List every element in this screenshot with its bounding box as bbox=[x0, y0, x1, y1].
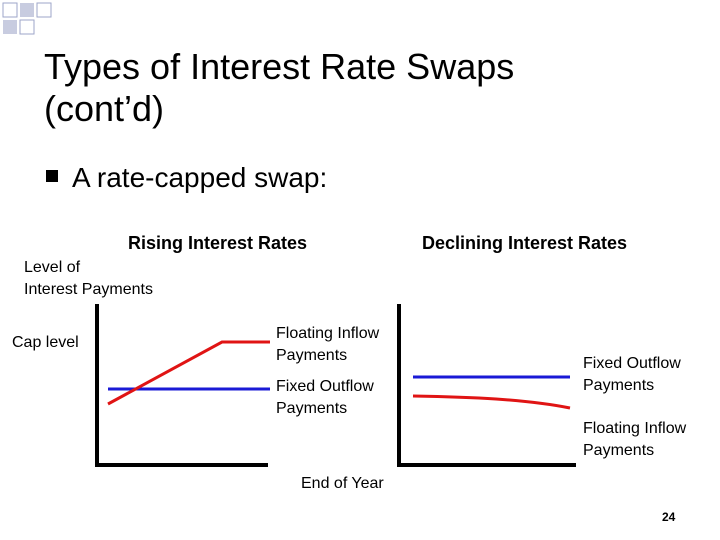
bullet-text: A rate-capped swap: bbox=[72, 162, 328, 193]
bullet-square-icon bbox=[46, 170, 58, 182]
title-line-1: Types of Interest Rate Swaps bbox=[44, 46, 515, 87]
x-axis-label: End of Year bbox=[301, 475, 384, 492]
title-line-2: (cont’d) bbox=[44, 88, 165, 129]
header-rising-rates: Rising Interest Rates bbox=[128, 233, 308, 253]
slide-title: Types of Interest Rate Swaps (cont’d) bbox=[44, 46, 664, 130]
left-fixed-outflow-label: Fixed Outflow Payments bbox=[276, 378, 374, 417]
corner-decoration bbox=[2, 2, 52, 35]
left-floating-inflow-line bbox=[107, 340, 270, 406]
right-fixed-outflow-label: Fixed Outflow Payments bbox=[583, 355, 681, 394]
y-axis-label: Level of Interest Payments bbox=[24, 259, 153, 298]
left-floating-inflow-label: Floating Inflow Payments bbox=[276, 325, 380, 364]
header-declining-rates: Declining Interest Rates bbox=[422, 233, 628, 253]
right-floating-inflow-label: Floating Inflow Payments bbox=[583, 420, 687, 459]
right-floating-inflow-line bbox=[412, 394, 571, 410]
cap-level-label: Cap level bbox=[12, 334, 79, 351]
page-number: 24 bbox=[662, 510, 676, 524]
